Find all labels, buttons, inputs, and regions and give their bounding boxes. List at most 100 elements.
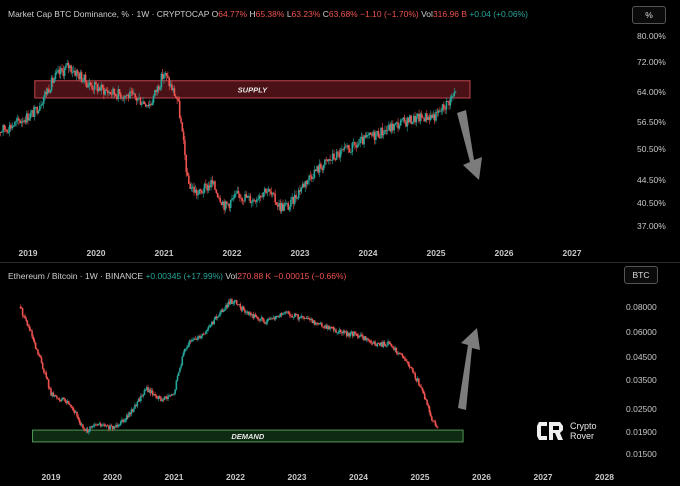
candle-body	[115, 424, 117, 428]
bottom-scale-button[interactable]: BTC	[624, 266, 658, 284]
candle-body	[146, 105, 148, 107]
candle-body	[152, 95, 155, 104]
candle-body	[95, 82, 97, 85]
candle-body	[92, 89, 95, 90]
y-tick-label: 0.06000	[626, 327, 657, 337]
candle-body	[263, 319, 265, 323]
candle-body	[436, 426, 439, 428]
candle-body	[27, 325, 30, 327]
candle-body	[354, 142, 356, 146]
high-label: H	[249, 9, 256, 19]
candle-body	[101, 84, 104, 88]
candle-body	[410, 115, 412, 124]
candle-body	[444, 108, 446, 110]
candle-body	[341, 332, 343, 334]
candle-body	[334, 158, 337, 160]
candle-body	[111, 425, 114, 429]
candle-body	[357, 336, 360, 338]
top-symbol[interactable]: Market Cap BTC Dominance, % · 1W · CRYPT…	[8, 9, 210, 19]
candle-body	[324, 325, 327, 328]
candle-body	[324, 159, 326, 166]
candle-body	[431, 416, 433, 421]
candle-body	[253, 314, 256, 319]
candle-body	[452, 96, 454, 97]
candle-body	[52, 392, 55, 397]
bottom-symbol[interactable]: Ethereum / Bitcoin · 1W · BINANCE	[8, 271, 144, 281]
candle-body	[185, 155, 188, 173]
candle-body	[443, 104, 445, 109]
candle-body	[316, 166, 318, 171]
candle-body	[79, 422, 82, 426]
candle-body	[157, 396, 160, 399]
logo-line-2: Rover	[570, 431, 595, 441]
candle-body	[215, 316, 218, 319]
candle-body	[157, 86, 160, 90]
candle-body	[423, 118, 426, 122]
candle-body	[93, 82, 96, 90]
candle-body	[116, 95, 118, 100]
candle-body	[332, 327, 335, 331]
candle-body	[368, 339, 370, 342]
candle-body	[367, 338, 369, 340]
candle-body	[303, 183, 305, 188]
candle-body	[224, 309, 226, 311]
candle-body	[131, 409, 134, 412]
candle-body	[71, 71, 74, 73]
candle-body	[259, 319, 262, 321]
candle-body	[420, 386, 422, 388]
candle-body	[335, 329, 337, 333]
candle-body	[387, 341, 389, 346]
candle-body	[218, 197, 220, 199]
candle-body	[312, 178, 314, 179]
x-tick-label: 2020	[87, 248, 106, 258]
candle-body	[436, 111, 439, 113]
candle-body	[12, 125, 15, 127]
candle-body	[273, 192, 275, 194]
candle-body	[69, 403, 71, 405]
candle-body	[287, 203, 290, 210]
candle-body	[298, 317, 301, 320]
candle-body	[237, 304, 239, 306]
candle-body	[184, 140, 186, 156]
candle-body	[93, 424, 96, 426]
candle-body	[434, 421, 437, 426]
candle-body	[395, 347, 398, 353]
candle-body	[396, 352, 399, 354]
candle-body	[284, 311, 286, 314]
candle-body	[40, 357, 43, 363]
y-tick-label: 0.01900	[626, 427, 657, 437]
top-scale-button[interactable]: %	[632, 6, 666, 24]
pane-divider[interactable]	[0, 262, 680, 263]
demand-zone	[32, 429, 464, 443]
candle-body	[390, 344, 393, 347]
candle-body	[383, 341, 386, 346]
candle-body	[248, 312, 251, 315]
candle-body	[365, 338, 368, 341]
candle-body	[203, 183, 206, 193]
candle-body	[102, 424, 104, 426]
candle-body	[306, 317, 309, 319]
candle-body	[305, 181, 308, 185]
candle-body	[314, 169, 317, 171]
candle-body	[57, 69, 59, 72]
candle-body	[304, 181, 307, 188]
candle-body	[344, 331, 347, 333]
candle-body	[299, 190, 301, 192]
candle-body	[170, 394, 173, 396]
candle-body	[172, 394, 174, 396]
x-tick-label: 2024	[359, 248, 378, 258]
candle-body	[212, 321, 214, 325]
candle-body	[109, 425, 111, 430]
candle-body	[193, 338, 195, 341]
candle-body	[397, 122, 399, 129]
candle-body	[39, 355, 42, 358]
y-tick-label: 0.01500	[626, 449, 657, 459]
candle-body	[429, 412, 432, 417]
candle-body	[123, 95, 126, 99]
candle-body	[165, 73, 168, 76]
candle-body	[46, 377, 49, 380]
candle-body	[431, 114, 433, 118]
candle-body	[142, 395, 145, 397]
candle-body	[66, 63, 69, 66]
